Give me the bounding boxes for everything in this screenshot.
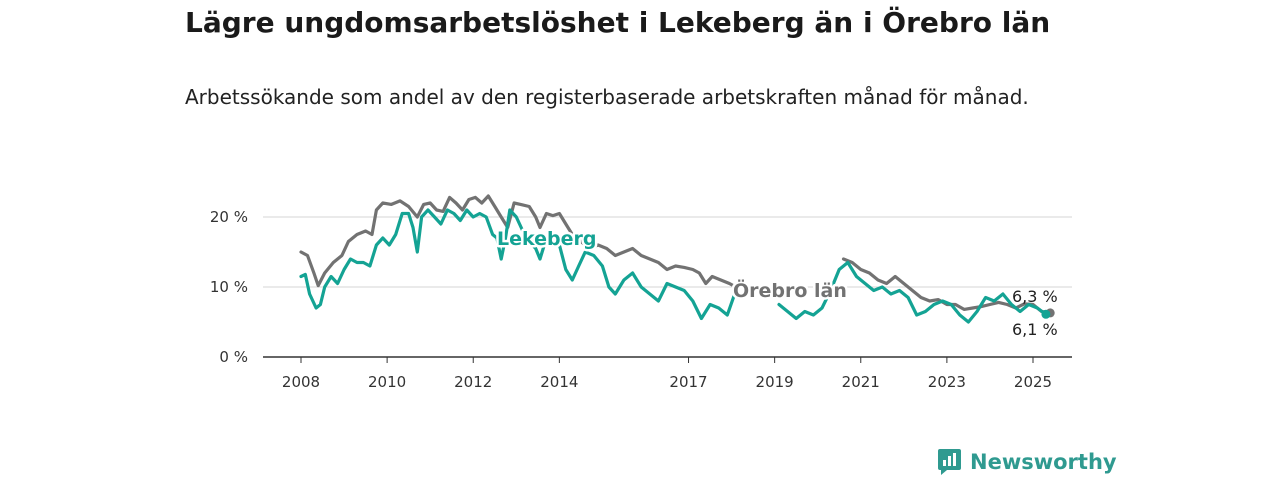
brand-logo: Newsworthy	[937, 448, 1117, 476]
grid: 0 % 10 % 20 % 2008 2010 2012 2014 2017 2019 2021 2…	[210, 208, 1072, 391]
x-tick-label: 2008	[282, 373, 320, 391]
series-label-lekeberg-halo: Lekeberg	[497, 228, 596, 250]
end-label-lekeberg: 6,1 %	[1012, 320, 1058, 339]
x-tick-label: 2014	[540, 373, 578, 391]
series-label-orebro: Örebro län	[733, 278, 847, 302]
series-label-orebro-halo: Örebro län	[733, 278, 847, 302]
series-lines	[299, 194, 1052, 324]
series-line-lekeberg	[299, 208, 738, 321]
brand-name: Newsworthy	[970, 450, 1117, 474]
x-tick-label: 2019	[756, 373, 794, 391]
end-point-lekeberg	[1041, 309, 1051, 319]
y-tick-label: 20 %	[210, 208, 248, 226]
x-tick-label: 2017	[669, 373, 707, 391]
chart-subtitle: Arbetssökande som andel av den registerb…	[185, 85, 1029, 109]
x-tick-label: 2010	[368, 373, 406, 391]
x-tick-label: 2021	[842, 373, 880, 391]
y-tick-label: 10 %	[210, 278, 248, 296]
newsworthy-logo-icon	[938, 449, 961, 475]
x-tick-label: 2012	[454, 373, 492, 391]
series-label-lekeberg: Lekeberg	[497, 228, 596, 250]
chart-title: Lägre ungdomsarbetslöshet i Lekeberg än …	[185, 6, 1051, 39]
x-tick-label: 2025	[1014, 373, 1052, 391]
series-line-lekeberg	[777, 260, 1048, 324]
x-tick-label: 2023	[928, 373, 966, 391]
end-label-orebro: 6,3 %	[1012, 287, 1058, 306]
y-tick-label: 0 %	[219, 348, 248, 366]
